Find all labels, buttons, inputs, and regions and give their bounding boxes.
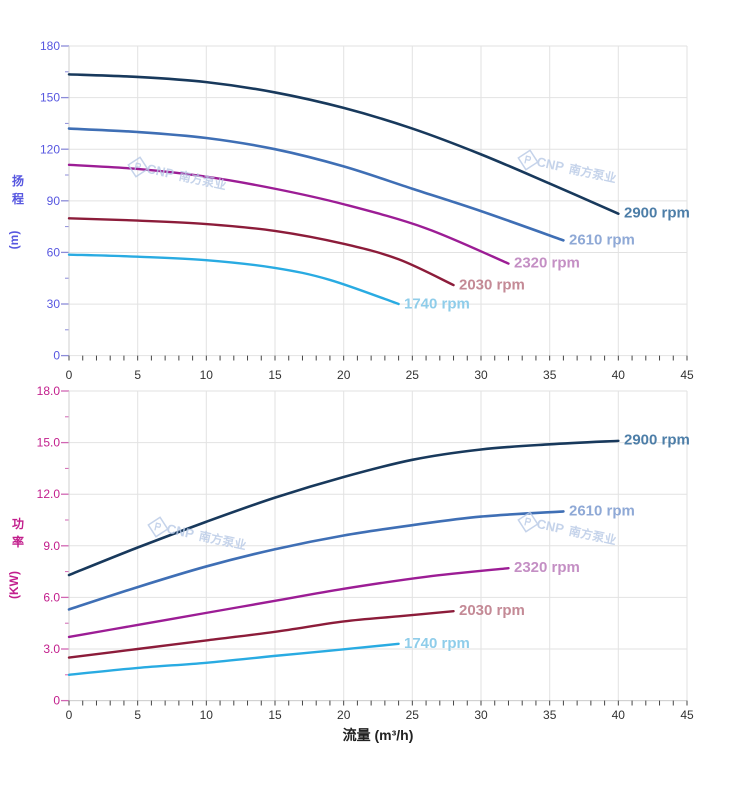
svg-text:45: 45 [680,368,694,382]
svg-text:30: 30 [474,708,488,722]
svg-text:25: 25 [406,708,420,722]
svg-text:率: 率 [12,534,24,549]
svg-text:120: 120 [40,142,60,156]
svg-text:25: 25 [406,368,420,382]
svg-text:10: 10 [200,708,214,722]
svg-text:2610 rpm: 2610 rpm [569,232,635,249]
svg-text:2030 rpm: 2030 rpm [459,602,525,619]
svg-text:150: 150 [40,91,60,105]
svg-text:15: 15 [268,368,282,382]
svg-text:20: 20 [337,368,351,382]
svg-text:扬: 扬 [12,173,24,188]
svg-text:1740 rpm: 1740 rpm [404,635,470,652]
svg-text:35: 35 [543,368,557,382]
svg-text:15: 15 [268,708,282,722]
svg-text:35: 35 [543,708,557,722]
svg-text:5: 5 [134,368,141,382]
svg-text:(KW): (KW) [7,571,21,599]
svg-text:45: 45 [680,708,694,722]
svg-text:2320 rpm: 2320 rpm [514,559,580,576]
svg-text:15.0: 15.0 [37,436,61,450]
svg-text:30: 30 [47,297,61,311]
svg-text:90: 90 [47,194,61,208]
svg-text:2030 rpm: 2030 rpm [459,277,525,294]
svg-text:40: 40 [612,368,626,382]
svg-text:9.0: 9.0 [43,539,60,553]
svg-text:180: 180 [40,39,60,53]
svg-text:40: 40 [612,708,626,722]
svg-text:18.0: 18.0 [37,384,61,398]
svg-text:流量 (m³/h): 流量 (m³/h) [343,727,414,743]
svg-text:6.0: 6.0 [43,590,60,604]
svg-text:0: 0 [53,349,60,363]
svg-text:2900 rpm: 2900 rpm [624,205,690,222]
svg-text:(m): (m) [7,231,21,250]
svg-text:60: 60 [47,246,61,260]
svg-text:2900 rpm: 2900 rpm [624,432,690,449]
svg-text:2610 rpm: 2610 rpm [569,503,635,520]
svg-text:2320 rpm: 2320 rpm [514,255,580,272]
svg-text:程: 程 [12,191,24,206]
svg-text:12.0: 12.0 [37,487,61,501]
svg-text:30: 30 [474,368,488,382]
svg-text:3.0: 3.0 [43,642,60,656]
svg-text:0: 0 [66,708,73,722]
svg-text:10: 10 [200,368,214,382]
svg-text:20: 20 [337,708,351,722]
svg-text:0: 0 [53,694,60,708]
svg-text:5: 5 [134,708,141,722]
svg-text:0: 0 [66,368,73,382]
svg-text:1740 rpm: 1740 rpm [404,296,470,313]
svg-text:功: 功 [12,516,24,531]
